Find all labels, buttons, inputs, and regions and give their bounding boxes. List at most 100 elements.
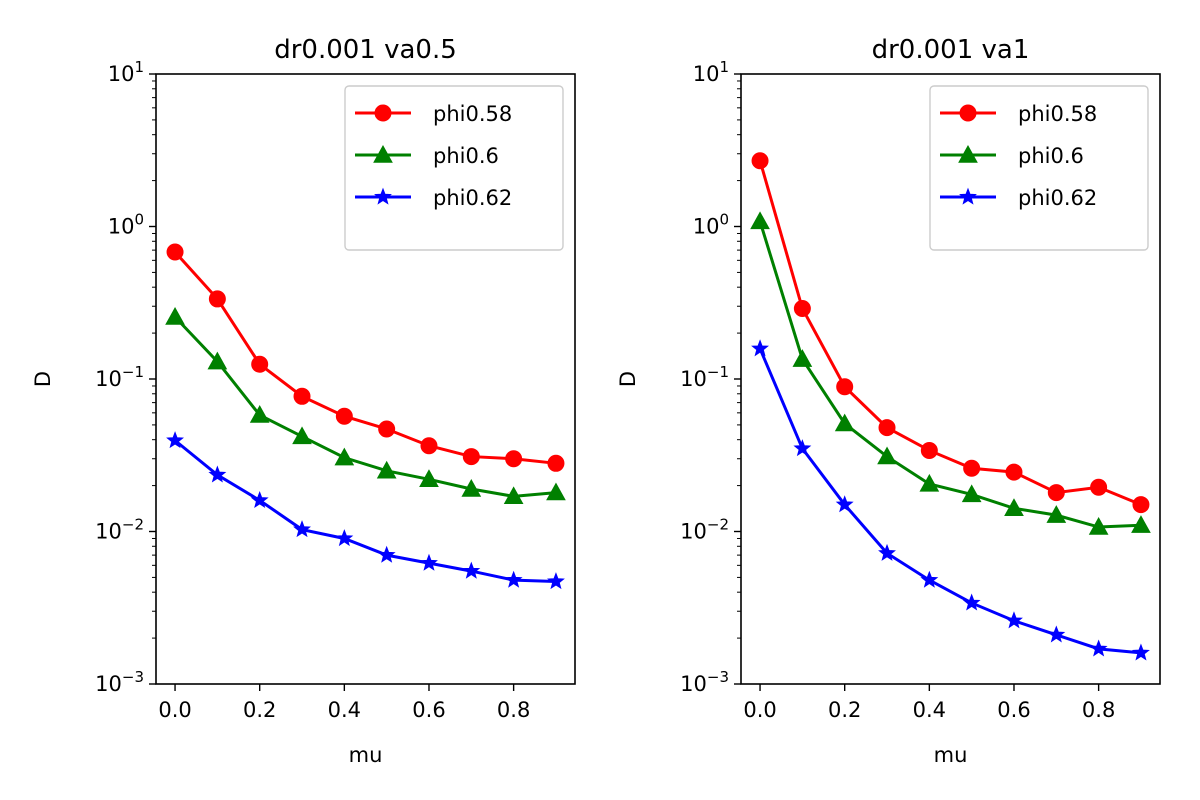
y-tick-label: 10−1 [95, 363, 144, 391]
data-point-phi0.6 [419, 469, 439, 487]
x-axis-label: mu [934, 743, 968, 767]
data-point-phi0.62 [751, 339, 769, 357]
data-point-phi0.62 [293, 520, 311, 538]
data-point-phi0.58 [505, 450, 523, 468]
data-point-phi0.6 [292, 426, 312, 445]
data-point-phi0.62 [208, 465, 227, 483]
data-point-phi0.6 [961, 484, 982, 503]
legend-marker-phi0.6 [958, 144, 978, 163]
legend-label: phi0.6 [1018, 144, 1084, 168]
data-point-phi0.6 [546, 482, 566, 501]
data-point-phi0.6 [249, 405, 270, 423]
legend-label: phi0.58 [1018, 102, 1097, 126]
series-line-phi0.62 [174, 439, 556, 584]
data-point-phi0.6 [792, 349, 813, 367]
y-tick-label: 10−2 [95, 516, 144, 544]
data-point-phi0.58 [836, 378, 854, 396]
data-point-phi0.62 [335, 529, 354, 547]
x-axis-label: mu [349, 743, 383, 767]
data-point-phi0.58 [963, 459, 981, 477]
data-point-phi0.62 [166, 431, 184, 449]
data-point-phi0.62 [250, 490, 269, 508]
y-tick-label: 10−1 [680, 363, 729, 391]
data-point-phi0.6 [1046, 505, 1067, 523]
series-line-phi0.58 [173, 251, 557, 465]
legend-box [929, 85, 1149, 251]
chart-panel-left: dr0.001 va0.5 mu D 0.0 0.2 0.4 0.6 0.8 10−3 10−2 1… [31, 35, 576, 767]
y-tick-label: 10−3 [680, 668, 729, 696]
data-point-phi0.58 [751, 152, 769, 170]
data-point-phi0.62 [462, 561, 481, 579]
data-point-phi0.6 [376, 460, 397, 479]
data-point-phi0.62 [420, 553, 438, 571]
series-line-phi0.6 [173, 315, 557, 498]
legend-marker-phi0.58 [374, 104, 392, 122]
x-tick-label: 0.0 [743, 698, 776, 722]
series-line-phi0.62 [758, 348, 1142, 655]
series-line-phi0.6 [758, 220, 1142, 529]
data-point-phi0.62 [878, 543, 896, 561]
data-point-phi0.6 [461, 478, 482, 497]
data-point-phi0.58 [1047, 484, 1065, 502]
data-point-phi0.58 [1005, 463, 1023, 481]
data-point-phi0.58 [1132, 496, 1150, 514]
data-point-phi0.62 [1089, 639, 1108, 657]
legend-marker-phi0.6 [373, 144, 393, 163]
data-point-phi0.62 [1047, 625, 1066, 643]
data-point-phi0.62 [920, 570, 939, 588]
data-point-phi0.58 [878, 419, 896, 437]
data-point-phi0.6 [207, 351, 228, 370]
y-tick-label: 100 [108, 211, 144, 239]
data-point-phi0.58 [335, 407, 353, 425]
data-point-phi0.6 [750, 211, 770, 230]
data-point-phi0.62 [547, 572, 565, 590]
legend-marker-phi0.62 [374, 187, 392, 205]
x-tick-label: 0.6 [412, 698, 445, 722]
chart-title: dr0.001 va1 [872, 35, 1030, 65]
data-point-phi0.62 [504, 570, 523, 588]
x-tick-label: 0.8 [1082, 698, 1115, 722]
data-point-phi0.62 [962, 593, 981, 611]
legend-box [344, 85, 564, 251]
y-tick-label: 100 [693, 211, 729, 239]
data-point-phi0.6 [1088, 516, 1109, 535]
x-tick-label: 0.4 [328, 698, 361, 722]
y-tick-label: 101 [108, 58, 144, 86]
x-tick-label: 0.2 [243, 698, 276, 722]
data-point-phi0.58 [920, 441, 938, 459]
data-point-phi0.58 [420, 437, 438, 455]
data-point-phi0.58 [1090, 478, 1108, 496]
y-tick-label: 10−3 [95, 668, 144, 696]
data-point-phi0.62 [1132, 643, 1150, 661]
data-point-phi0.6 [919, 473, 940, 492]
data-point-phi0.6 [877, 446, 897, 465]
data-point-phi0.62 [835, 495, 854, 513]
data-point-phi0.58 [378, 420, 396, 438]
data-point-phi0.6 [1004, 498, 1024, 516]
y-axis-label: D [31, 371, 55, 387]
y-tick-label: 101 [693, 58, 729, 86]
data-point-phi0.58 [208, 290, 226, 308]
legend-label: phi0.6 [433, 144, 499, 168]
chart-title: dr0.001 va0.5 [274, 35, 457, 65]
legend-label: phi0.62 [433, 186, 512, 210]
legend-marker-phi0.58 [959, 104, 977, 122]
data-point-phi0.62 [793, 439, 812, 457]
data-point-phi0.6 [334, 447, 355, 466]
legend-label: phi0.62 [1018, 186, 1097, 210]
data-point-phi0.6 [503, 486, 524, 505]
x-tick-label: 0.2 [828, 698, 861, 722]
series-line-phi0.58 [758, 160, 1142, 507]
data-point-phi0.58 [166, 243, 184, 261]
data-point-phi0.58 [293, 387, 311, 405]
x-tick-label: 0.8 [497, 698, 530, 722]
data-point-phi0.62 [1005, 611, 1023, 629]
legend-marker-phi0.62 [959, 187, 977, 205]
legend-label: phi0.58 [433, 102, 512, 126]
data-point-phi0.62 [377, 545, 396, 563]
data-point-phi0.58 [793, 299, 811, 317]
x-tick-label: 0.6 [997, 698, 1030, 722]
data-point-phi0.58 [462, 448, 480, 466]
data-point-phi0.58 [251, 355, 269, 373]
